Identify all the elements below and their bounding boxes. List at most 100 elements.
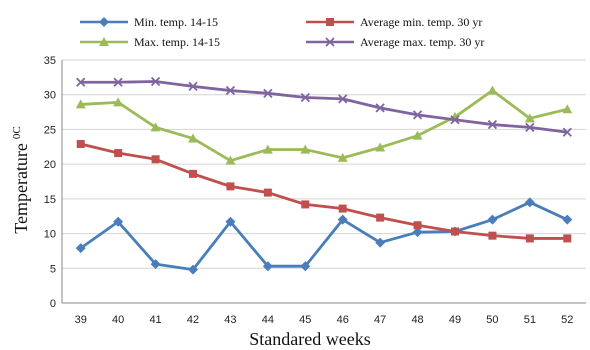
legend: Min. temp. 14-15 Average min. temp. 30 y…	[80, 15, 484, 49]
x-tick-label: 51	[524, 314, 536, 326]
x-tick-label: 46	[337, 314, 349, 326]
data-point	[375, 142, 386, 152]
y-tick-label: 25	[44, 124, 56, 136]
x-tick-label: 48	[411, 314, 423, 326]
legend-marker-shape	[99, 37, 109, 46]
data-point	[114, 149, 123, 158]
data-point	[487, 85, 498, 95]
data-point	[525, 122, 535, 132]
data-point	[487, 214, 498, 225]
legend-marker-shape	[326, 18, 334, 26]
legend-label-max-temp: Max. temp. 14-15	[134, 35, 220, 49]
y-axis-title-unit: 0C	[11, 126, 23, 139]
data-point	[412, 130, 423, 140]
y-tick-label: 5	[50, 263, 56, 275]
x-axis-ticks: 39 40 41 42 43 44 45 46 47 48 49 50 51 52	[75, 314, 574, 326]
legend-entry-min-temp: Min. temp. 14-15	[80, 15, 218, 29]
data-point	[301, 200, 310, 209]
data-point	[76, 77, 86, 87]
legend-marker-max-temp	[99, 37, 109, 46]
data-point	[337, 214, 348, 225]
data-point	[300, 261, 311, 272]
data-point	[225, 216, 236, 227]
series-group	[75, 76, 573, 275]
data-point	[338, 204, 347, 213]
x-tick-label: 47	[374, 314, 386, 326]
legend-entry-average-max-temp: Average max. temp. 30 yr	[306, 35, 484, 49]
y-tick-label: 35	[44, 55, 56, 67]
data-point	[226, 182, 235, 191]
data-point	[376, 213, 385, 222]
data-point	[150, 259, 161, 270]
data-point	[150, 76, 161, 87]
data-point	[188, 264, 198, 275]
y-axis-title-text: Temperature	[11, 143, 31, 234]
data-point	[225, 85, 236, 96]
legend-marker-shape	[325, 37, 335, 47]
data-point	[150, 122, 161, 132]
x-tick-label: 44	[262, 314, 274, 326]
y-tick-label: 0	[50, 298, 56, 310]
data-point	[337, 152, 348, 162]
data-point	[113, 216, 124, 227]
legend-label-average-min-temp: Average min. temp. 30 yr	[360, 15, 482, 29]
y-tick-label: 10	[44, 229, 56, 241]
data-point	[263, 88, 273, 98]
legend-marker-shape	[99, 17, 109, 27]
data-point	[300, 92, 310, 103]
data-point	[262, 261, 273, 272]
x-tick-label: 45	[299, 314, 311, 326]
data-point	[562, 104, 573, 114]
data-point	[113, 97, 124, 107]
legend-marker-average-min-temp	[326, 18, 334, 26]
data-point	[451, 227, 459, 236]
data-point	[412, 110, 423, 120]
data-point	[189, 169, 197, 178]
x-tick-label: 42	[187, 314, 199, 326]
data-point	[375, 237, 386, 248]
data-point	[188, 133, 198, 143]
series-line	[80, 80, 568, 134]
legend-marker-average-max-temp	[325, 37, 335, 47]
series-line	[80, 89, 568, 163]
data-point	[413, 221, 422, 230]
x-tick-label: 49	[449, 314, 461, 326]
legend-label-average-max-temp: Average max. temp. 30 yr	[360, 35, 484, 49]
data-point	[338, 94, 348, 104]
series-1	[75, 197, 573, 275]
data-point	[525, 234, 534, 243]
y-axis-ticks: 0 5 10 15 20 25 30 35	[44, 55, 56, 310]
series-line	[80, 142, 568, 240]
data-point	[562, 214, 573, 225]
data-point	[76, 140, 85, 149]
data-point	[563, 234, 572, 243]
data-point	[412, 227, 423, 238]
x-tick-label: 39	[75, 314, 87, 326]
x-tick-label: 50	[486, 314, 498, 326]
legend-marker-min-temp	[99, 17, 109, 27]
data-point	[75, 243, 86, 254]
y-tick-label: 15	[44, 194, 56, 206]
data-point	[262, 144, 273, 154]
data-point	[151, 155, 160, 164]
data-point	[487, 119, 498, 130]
series-3	[75, 85, 573, 165]
data-point	[524, 197, 535, 208]
legend-entry-average-min-temp: Average min. temp. 30 yr	[306, 15, 482, 29]
data-point	[375, 103, 385, 113]
x-tick-label: 40	[112, 314, 124, 326]
series-line	[79, 200, 568, 272]
legend-entry-max-temp: Max. temp. 14-15	[80, 35, 220, 49]
data-point	[524, 113, 535, 123]
data-point	[113, 77, 123, 87]
series-4	[76, 76, 572, 137]
data-point	[263, 188, 272, 197]
data-point	[450, 115, 460, 125]
data-point	[188, 81, 198, 92]
y-axis-title: Temperature 0C	[11, 126, 31, 234]
data-point	[488, 231, 497, 240]
data-point	[562, 127, 572, 137]
legend-label-min-temp: Min. temp. 14-15	[134, 15, 218, 29]
x-tick-label: 41	[149, 314, 161, 326]
